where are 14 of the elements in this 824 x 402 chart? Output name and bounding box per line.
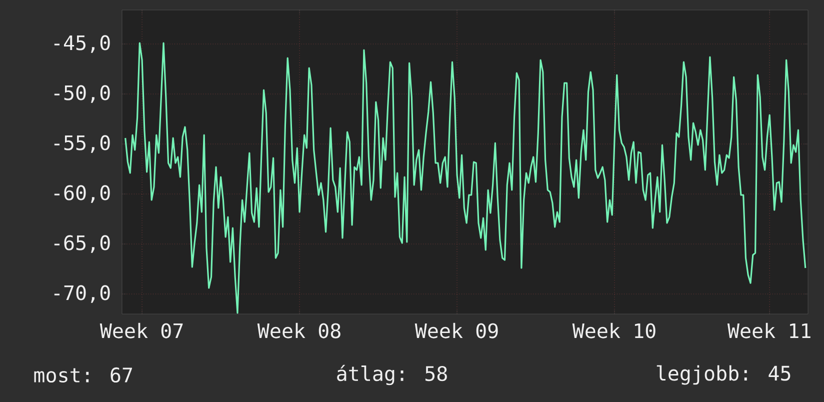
text: átlag: 58 (337, 364, 447, 386)
text: most: 67 (34, 367, 132, 383)
x-tick-label: Week 07 (100, 322, 183, 338)
x-tick-label: Week 08 (257, 322, 340, 338)
x-tick-label: Week 11 (727, 322, 810, 338)
text: legjobb: 45 (656, 365, 790, 385)
y-tick-label: -50,0 (54, 85, 110, 103)
y-tick-label: -70,0 (54, 285, 110, 303)
y-tick-label: -60,0 (54, 185, 110, 203)
y-tick-label: -55,0 (54, 135, 110, 153)
y-tick-label: -65,0 (54, 235, 110, 253)
x-tick-label: Week 10 (572, 322, 656, 338)
x-tick-label: Week 09 (414, 322, 498, 338)
y-tick-label: -45,0 (54, 35, 110, 53)
